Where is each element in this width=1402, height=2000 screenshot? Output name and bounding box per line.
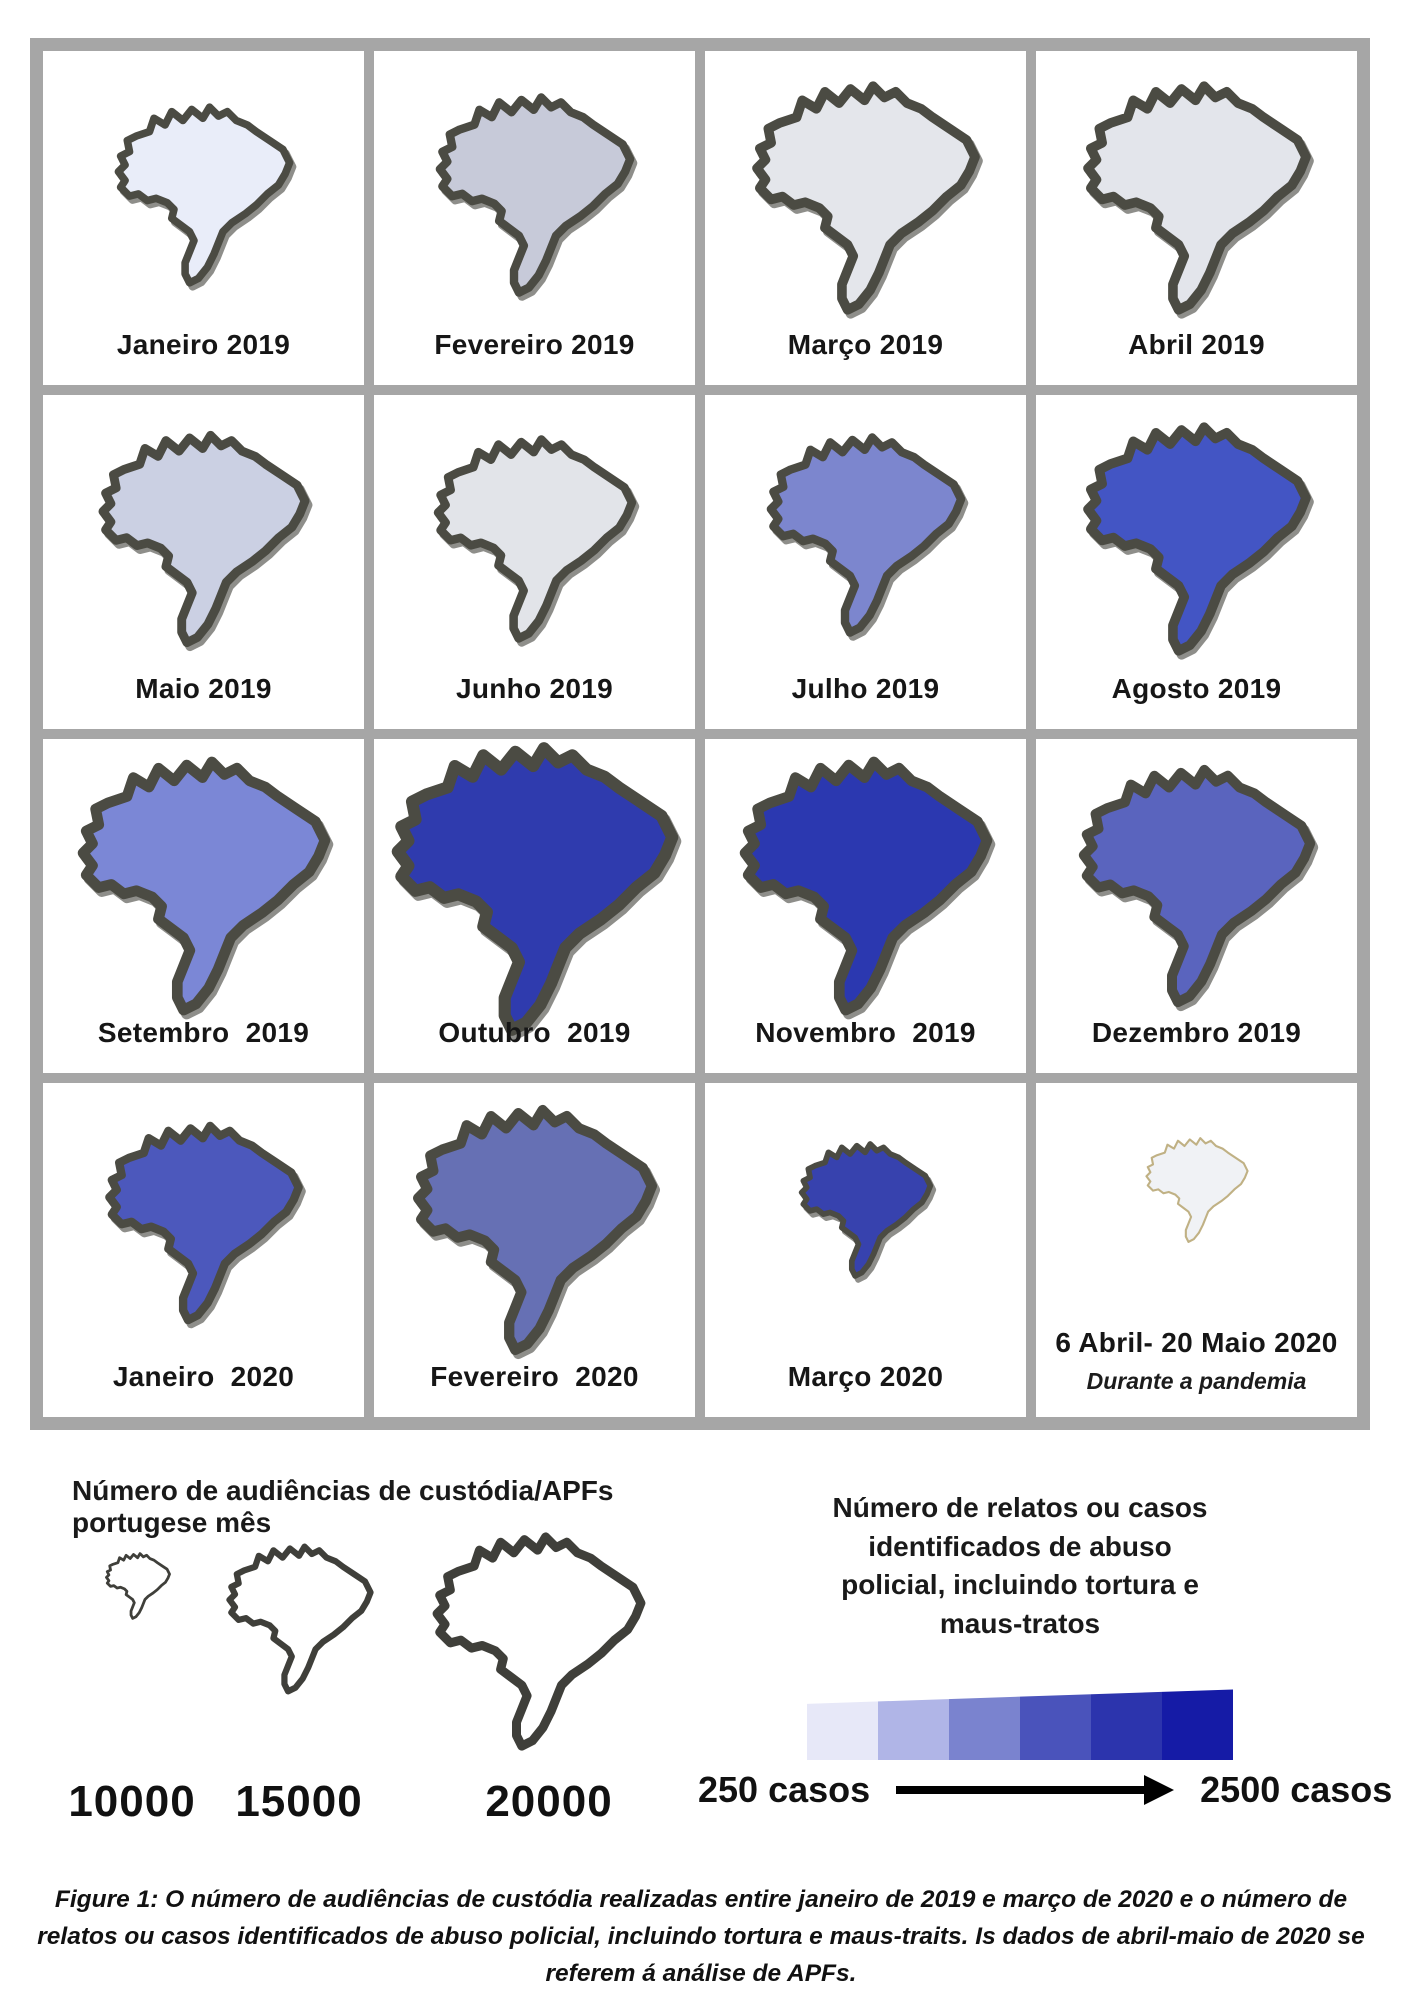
- month-cell: Julho 2019: [705, 395, 1026, 729]
- month-label: Agosto 2019: [1111, 673, 1282, 704]
- months-grid: Janeiro 2019 Fevereiro 2019 Março 2019 Abri…: [30, 38, 1370, 1430]
- brazil-map: [748, 77, 983, 318]
- month-map-wrap: [73, 752, 334, 1019]
- brazil-map: [1079, 418, 1314, 659]
- month-cell: Março 2019: [705, 51, 1026, 385]
- size-legend-value: 20000: [485, 1777, 613, 1826]
- color-legend-min-label: 250 casos: [698, 1769, 871, 1810]
- brazil-map: [763, 430, 968, 640]
- month-label: Março 2019: [787, 329, 944, 360]
- legend: Número de audiências de custódia/APFs po…: [0, 1455, 1402, 1875]
- brazil-map: [1144, 1136, 1249, 1243]
- month-map-wrap: [430, 432, 639, 646]
- month-label: Fevereiro 2019: [434, 329, 635, 360]
- brazil-map: [105, 1552, 171, 1620]
- month-cell: Fevereiro 2019: [374, 51, 695, 385]
- figure-caption: Figure 1: O número de audiências de cust…: [37, 1886, 1365, 1987]
- month-cell: Fevereiro 2020: [374, 1083, 695, 1417]
- month-label: Outubro 2019: [438, 1017, 631, 1048]
- brazil-map: [1075, 761, 1319, 1011]
- month-map-wrap: [111, 100, 296, 289]
- month-map-wrap: [1142, 1134, 1251, 1246]
- month-map-wrap: [432, 90, 637, 300]
- color-step: [949, 1689, 1020, 1760]
- month-map-wrap: [387, 739, 683, 1041]
- month-map-wrap: [409, 1101, 661, 1359]
- month-label: Novembro 2019: [755, 1017, 976, 1048]
- month-cell: Outubro 2019: [374, 739, 695, 1073]
- color-step: [807, 1689, 878, 1760]
- brazil-map: [73, 752, 334, 1019]
- month-label: Janeiro 2020: [112, 1361, 295, 1392]
- month-map-wrap: [1079, 77, 1314, 318]
- month-label: Setembro 2019: [97, 1017, 310, 1048]
- month-cell: Dezembro 2019: [1036, 739, 1357, 1073]
- size-legend-title: Número de audiências de custódia/APFs po…: [72, 1475, 614, 1538]
- color-step: [1020, 1689, 1091, 1760]
- month-label: Maio 2019: [135, 673, 272, 704]
- brazil-map: [429, 1529, 649, 1754]
- brazil-map: [387, 739, 683, 1041]
- month-label: Fevereiro 2020: [430, 1361, 639, 1392]
- color-step: [1091, 1689, 1162, 1760]
- size-legend-map: [224, 1541, 376, 1697]
- color-step: [878, 1689, 949, 1760]
- month-map-wrap: [796, 1139, 935, 1281]
- color-legend-bar: [807, 1689, 1233, 1760]
- brazil-map: [224, 1541, 376, 1697]
- month-label: Julho 2019: [791, 673, 940, 704]
- month-cell: Janeiro 2020: [43, 1083, 364, 1417]
- color-step: [1162, 1689, 1233, 1760]
- month-label: Abril 2019: [1128, 329, 1265, 360]
- brazil-map: [95, 427, 313, 650]
- month-label: Dezembro 2019: [1091, 1017, 1302, 1048]
- brazil-map: [1079, 77, 1314, 318]
- month-label: Junho 2019: [455, 673, 614, 704]
- color-legend-title: Número de relatos ou casos identificados…: [832, 1492, 1208, 1639]
- month-cell: Março 2020: [705, 1083, 1026, 1417]
- month-map-wrap: [748, 77, 983, 318]
- month-cell: Janeiro 2019: [43, 51, 364, 385]
- month-label: 6 Abril- 20 Maio 2020: [1055, 1327, 1338, 1358]
- month-map-wrap: [102, 1119, 306, 1328]
- size-legend-value: 10000: [68, 1777, 196, 1826]
- brazil-map: [796, 1139, 935, 1281]
- brazil-map: [409, 1101, 661, 1359]
- month-map-wrap: [763, 430, 968, 640]
- month-sublabel: Durante a pandemia: [1086, 1368, 1307, 1394]
- month-cell: Setembro 2019: [43, 739, 364, 1073]
- brazil-map: [102, 1119, 306, 1328]
- month-cell: Maio 2019: [43, 395, 364, 729]
- brazil-map: [432, 90, 637, 300]
- arrow-right-icon: [896, 1775, 1175, 1805]
- size-legend-map: [104, 1551, 172, 1621]
- size-legend-map: [429, 1529, 649, 1754]
- month-label: Janeiro 2019: [116, 329, 291, 360]
- month-cell: Novembro 2019: [705, 739, 1026, 1073]
- month-map-wrap: [95, 427, 313, 650]
- month-cell: Junho 2019: [374, 395, 695, 729]
- month-cell: Agosto 2019: [1036, 395, 1357, 729]
- color-legend-max-label: 2500 casos: [1200, 1769, 1393, 1810]
- month-map-wrap: [735, 752, 996, 1019]
- month-label: Março 2020: [787, 1361, 944, 1392]
- month-map-wrap: [1075, 761, 1319, 1011]
- size-legend-value: 15000: [235, 1777, 363, 1826]
- brazil-map: [430, 432, 639, 646]
- color-legend-range: 250 casos 2500 casos: [698, 1769, 1392, 1811]
- brazil-map: [735, 752, 996, 1019]
- month-map-wrap: [1079, 418, 1314, 659]
- month-cell: Abril 2019: [1036, 51, 1357, 385]
- brazil-map: [111, 100, 296, 289]
- month-cell: 6 Abril- 20 Maio 2020 Durante a pandemia: [1036, 1083, 1357, 1417]
